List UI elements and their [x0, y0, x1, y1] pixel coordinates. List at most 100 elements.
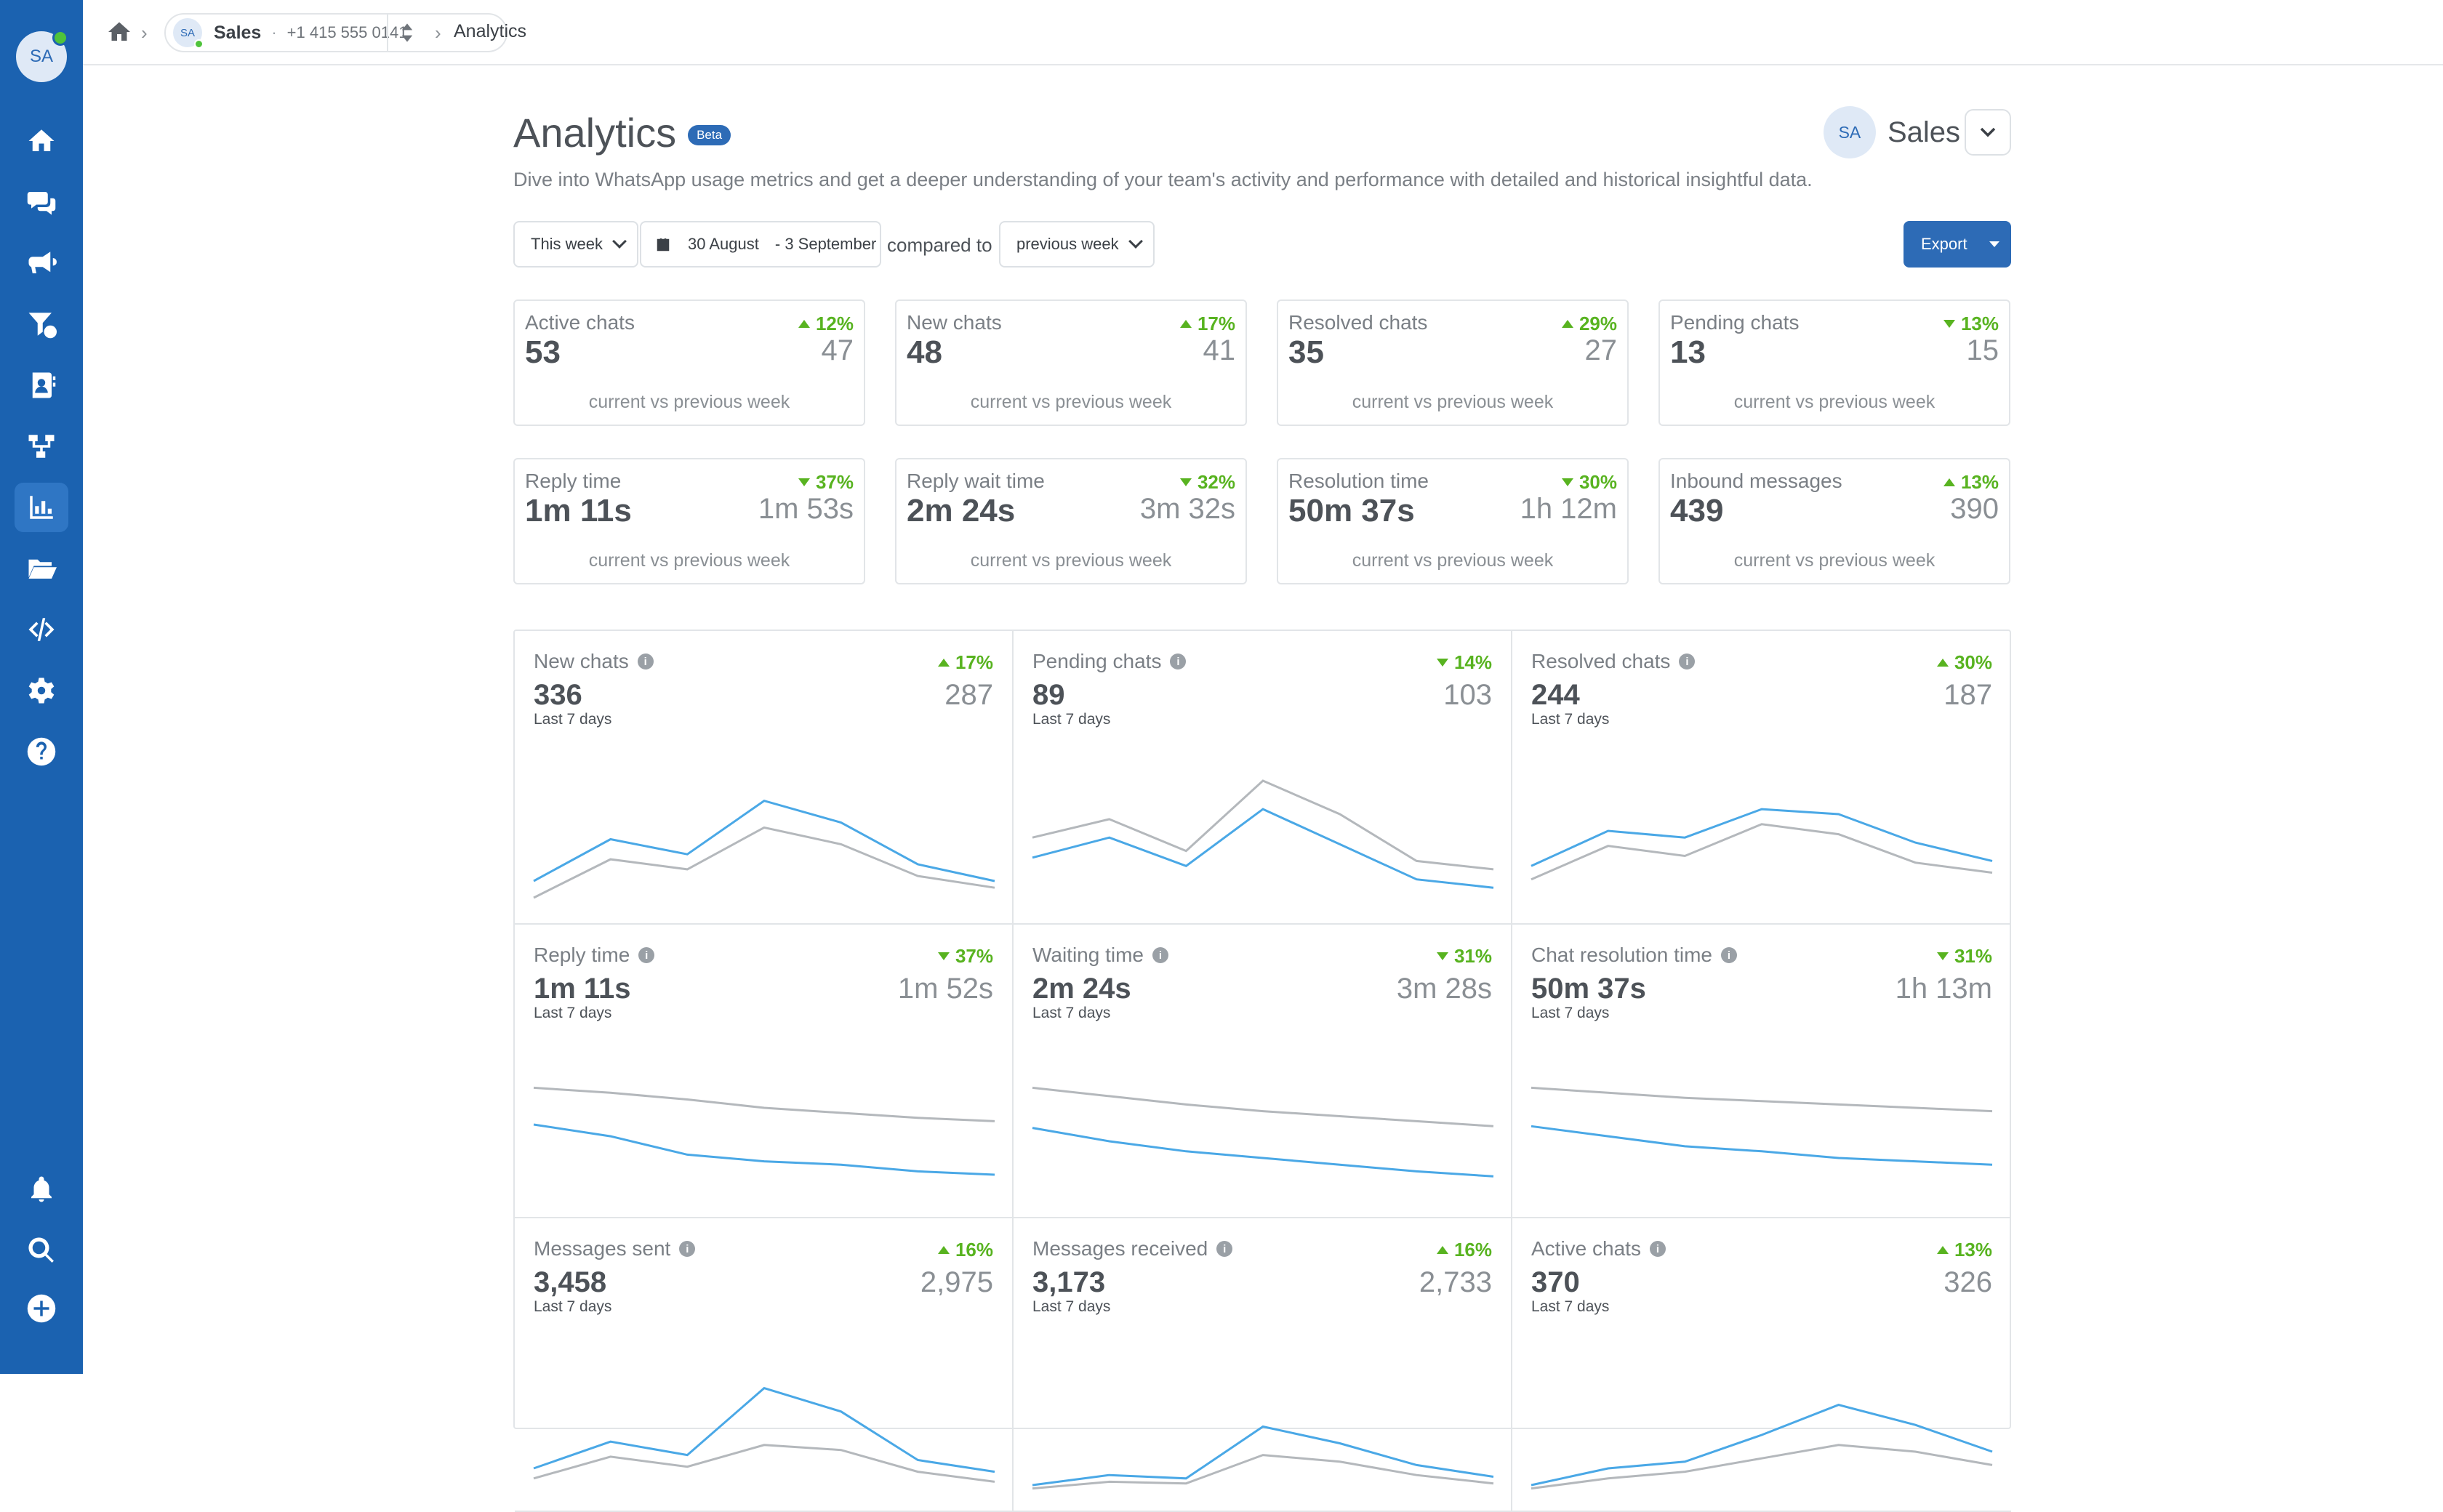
trend-up-icon — [1936, 1246, 1949, 1254]
account-dropdown-button[interactable] — [1965, 109, 2011, 156]
chart-change: 16% — [1436, 1239, 1492, 1261]
sidebar-item-home[interactable] — [15, 116, 68, 166]
chart-card: Messages received i 16% 3,173 2,733 Last 7 da… — [1014, 1218, 1512, 1512]
sparkline-chart — [1531, 808, 1993, 881]
period-select-value: This week — [531, 235, 603, 253]
chart-card: Reply time i 37% 1m 11s 1m 52s Last 7 days — [515, 925, 1014, 1218]
sidebar-item-flows[interactable] — [15, 422, 68, 471]
sparkline-chart — [1032, 1086, 1494, 1178]
chart-change-value: 17% — [955, 651, 993, 673]
kpi-value: 50m 37s — [1288, 493, 1415, 528]
caret-down-icon[interactable] — [1989, 241, 1999, 247]
trend-up-icon — [1436, 1246, 1448, 1254]
account-selector[interactable]: SA Sales — [1823, 106, 2011, 158]
sidebar-item-files[interactable] — [15, 544, 68, 593]
previous-series-line — [1531, 1444, 1993, 1490]
chart-change-value: 16% — [1453, 1239, 1492, 1260]
trend-down-icon — [1436, 659, 1448, 667]
chart-previous-value: 1m 52s — [897, 973, 993, 1005]
chart-value: 89 — [1032, 679, 1065, 711]
workspace-switch-toggle[interactable] — [387, 13, 426, 52]
sidebar-item-campaigns[interactable] — [15, 238, 68, 288]
contacts-icon — [32, 372, 56, 398]
current-series-line — [533, 799, 995, 882]
chart-period: Last 7 days — [1531, 1005, 1610, 1021]
kpi-change: 32% — [1179, 471, 1235, 494]
info-icon[interactable]: i — [637, 654, 654, 669]
compare-period-value: previous week — [1016, 235, 1119, 253]
sidebar-item-create[interactable] — [15, 1284, 68, 1333]
sparkline-chart — [1531, 1086, 1993, 1166]
chart-title-text: Messages sent — [534, 1237, 671, 1260]
info-icon[interactable]: i — [1679, 654, 1696, 669]
breadcrumb-current: Analytics — [454, 21, 527, 41]
kpi-card: Pending chats 13% 13 15 current vs previous … — [1658, 299, 2010, 426]
compare-period-select[interactable]: previous week — [999, 221, 1155, 268]
info-icon[interactable]: i — [1721, 947, 1738, 963]
info-icon[interactable]: i — [1152, 947, 1169, 963]
chart-title: Messages received i — [1032, 1237, 1233, 1260]
sidebar-item-settings[interactable] — [15, 666, 68, 715]
chart-title: Chat resolution time i — [1531, 944, 1738, 967]
info-icon[interactable]: i — [1216, 1241, 1233, 1257]
kpi-label: Pending chats — [1670, 311, 1800, 334]
info-icon[interactable]: i — [1170, 654, 1187, 669]
sidebar-item-notifications[interactable] — [15, 1165, 68, 1214]
compared-to-label: compared to — [887, 234, 992, 256]
beta-badge: Beta — [688, 124, 731, 145]
chart-card: New chats i 17% 336 287 Last 7 days — [515, 631, 1014, 925]
sparkline-chart — [1032, 779, 1494, 889]
current-series-line — [1032, 1127, 1494, 1178]
info-icon[interactable]: i — [679, 1241, 696, 1257]
export-button-label: Export — [1921, 235, 1967, 253]
info-icon[interactable]: i — [1649, 1241, 1666, 1257]
breadcrumb-chevron-icon: › — [435, 22, 441, 44]
kpi-change: 29% — [1561, 313, 1617, 335]
current-series-line — [1531, 1125, 1993, 1166]
account-avatar: SA — [1823, 106, 1876, 158]
kpi-change-value: 12% — [815, 313, 854, 334]
kpi-change-value: 13% — [1960, 313, 1999, 334]
kpi-previous-value: 390 — [1950, 493, 1999, 525]
kpi-change-value: 17% — [1197, 313, 1235, 334]
chart-period: Last 7 days — [1531, 711, 1610, 728]
calendar-icon — [657, 238, 670, 252]
sidebar-item-analytics[interactable] — [15, 483, 68, 532]
chevron-down-icon — [612, 234, 627, 249]
chats-icon — [27, 192, 56, 215]
sidebar-item-chats[interactable] — [15, 177, 68, 227]
date-range-picker[interactable]: 30 August - 3 September — [640, 221, 881, 268]
user-avatar[interactable]: SA — [16, 30, 68, 82]
chart-period: Last 7 days — [1032, 1005, 1111, 1021]
kpi-change: 12% — [798, 313, 854, 335]
filter-controls: This week 30 August - 3 September compar… — [513, 221, 2011, 268]
kpi-card: Active chats 12% 53 47 current vs previous w… — [513, 299, 865, 426]
info-icon[interactable]: i — [638, 947, 655, 963]
kpi-change-value: 37% — [815, 471, 854, 493]
kpi-label: Resolved chats — [1288, 311, 1428, 334]
sidebar-item-help[interactable] — [15, 727, 68, 776]
sidebar-item-sales[interactable] — [15, 299, 68, 349]
kpi-change-value: 30% — [1578, 471, 1617, 493]
trend-up-icon — [1943, 478, 1955, 486]
chart-change: 17% — [937, 651, 993, 674]
previous-series-line — [1032, 1086, 1494, 1127]
workspace-switcher[interactable]: SA Sales · +1 415 555 0141 — [164, 13, 508, 52]
export-button[interactable]: Export — [1904, 221, 2011, 268]
chart-title: Waiting time i — [1032, 944, 1169, 967]
sidebar-item-contacts[interactable] — [15, 361, 68, 410]
kpi-previous-value: 3m 32s — [1139, 493, 1235, 525]
kpi-value: 439 — [1670, 493, 1724, 528]
kpi-change-value: 32% — [1197, 471, 1235, 493]
sidebar-item-search[interactable] — [15, 1226, 68, 1275]
breadcrumb-home[interactable] — [106, 19, 132, 45]
chart-title: New chats i — [534, 650, 654, 673]
chart-change: 31% — [1436, 945, 1492, 968]
kpi-previous-value: 15 — [1966, 334, 1999, 366]
kpi-note: current vs previous week — [1733, 550, 1935, 571]
kpi-change: 13% — [1943, 471, 1999, 494]
breadcrumb-chevron-icon: › — [141, 22, 148, 44]
period-select[interactable]: This week — [513, 221, 638, 268]
sidebar-item-developers[interactable] — [15, 605, 68, 654]
chart-title-text: Waiting time — [1032, 944, 1144, 966]
